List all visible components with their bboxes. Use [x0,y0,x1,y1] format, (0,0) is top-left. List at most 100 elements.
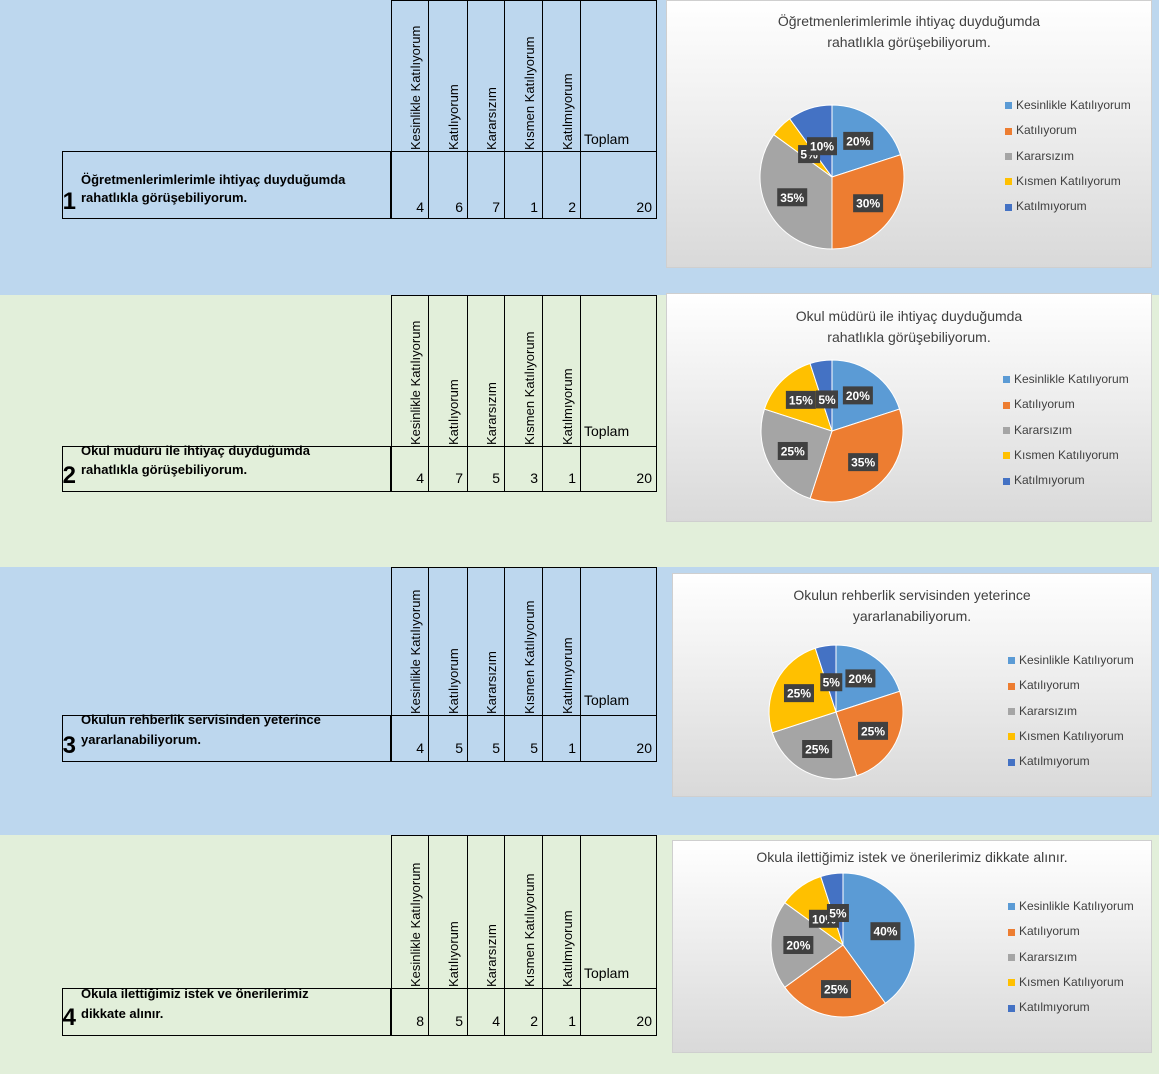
data-label-katilmiyorum: 10% [806,137,837,156]
column-header-kararsizim: Kararsızım [484,382,499,445]
legend-label: Katılmıyorum [1014,473,1085,488]
cell-katilmiyorum: 1 [568,740,576,756]
legend-label: Kararsızım [1014,422,1073,437]
legend-item-kismen: Kısmen Katılıyorum [1008,975,1134,1000]
legend-swatch [1008,928,1015,936]
data-label-katilmiyorum: 5% [826,903,849,922]
legend-label: Kararsızım [1016,148,1075,163]
question-text-line1: Okula ilettiğimiz istek ve önerilerimiz [81,986,309,1001]
column-header-toplam: Toplam [584,131,630,147]
legend-swatch [1008,1004,1015,1012]
legend-item-katilmiyorum: Katılmıyorum [1008,754,1134,779]
chart-legend: Kesinlikle Katılıyorum Katılıyorum Kararsı… [1008,653,1134,779]
cell-kismen: 2 [530,1013,538,1029]
column-header-katilmiyorum: Katılmıyorum [560,368,575,445]
cell-katiliyorum: 5 [455,1013,463,1029]
legend-swatch [1003,376,1010,384]
legend-swatch [1003,452,1010,460]
legend-label: Katılmıyorum [1019,1000,1090,1015]
legend-label: Katılıyorum [1019,924,1080,939]
legend-item-kismen: Kısmen Katılıyorum [1005,174,1131,199]
column-header-katiliyorum: Katılıyorum [446,379,461,445]
legend-item-kesinlikle: Kesinlikle Katılıyorum [1003,372,1129,397]
column-header-kismen: Kısmen Katılıyorum [522,873,537,987]
svg-text:35%: 35% [780,191,804,205]
data-label-kesinlikle: 40% [870,922,901,941]
svg-text:25%: 25% [781,444,805,458]
column-header-katiliyorum: Katılıyorum [446,84,461,150]
column-header-toplam: Toplam [584,692,630,708]
svg-text:25%: 25% [805,743,829,757]
question-number: 4 [62,1004,76,1031]
legend-swatch [1008,682,1015,690]
legend-swatch [1005,152,1012,160]
question-number: 2 [62,462,76,489]
legend-item-kismen: Kısmen Katılıyorum [1003,448,1129,473]
legend-item-kesinlikle: Kesinlikle Katılıyorum [1008,899,1134,924]
column-header-kararsizim: Kararsızım [484,87,499,150]
legend-label: Katılıyorum [1019,678,1080,693]
legend-label: Kararsızım [1019,703,1078,718]
legend-item-katilmiyorum: Katılmıyorum [1008,1000,1134,1025]
column-header-katilmiyorum: Katılmıyorum [560,910,575,987]
cell-kismen: 3 [530,470,538,486]
legend-swatch [1005,203,1012,211]
cell-toplam: 20 [636,1013,652,1029]
data-label-kararsizim: 25% [777,441,808,460]
data-label-katilmiyorum: 5% [820,673,843,692]
column-header-kismen: Kısmen Katılıyorum [522,331,537,445]
chart-title-line2: rahatlıkla görüşebiliyorum. [827,34,991,50]
svg-text:25%: 25% [824,983,848,997]
legend-item-katiliyorum: Katılıyorum [1003,397,1129,422]
data-label-kararsizim: 25% [802,740,833,759]
column-header-kararsizim: Kararsızım [484,924,499,987]
cell-katiliyorum: 7 [455,470,463,486]
cell-kesinlikle: 8 [416,1013,424,1029]
legend-item-katilmiyorum: Katılmıyorum [1003,473,1129,498]
legend-label: Kesinlikle Katılıyorum [1019,899,1134,913]
legend-swatch [1008,657,1015,665]
pie-chart-3: Okulun rehberlik servisinden yeterince y… [672,573,1152,797]
chart-legend: Kesinlikle Katılıyorum Katılıyorum Kararsı… [1003,372,1129,498]
data-label-kesinlikle: 20% [845,669,876,688]
legend-label: Katılıyorum [1016,123,1077,138]
pie-1: 20%30%35%5%10% [759,104,905,250]
column-header-katiliyorum: Katılıyorum [446,921,461,987]
data-label-kismen: 25% [783,684,814,703]
cell-katilmiyorum: 2 [568,199,576,215]
question-text-line2: dikkate alınır. [81,1006,164,1021]
legend-swatch [1008,707,1015,715]
pie-2: 20% 35% 25% 15% 5% [760,359,904,503]
cell-kismen: 5 [530,740,538,756]
legend-label: Katılmıyorum [1019,754,1090,769]
column-header-kismen: Kısmen Katılıyorum [522,600,537,714]
question-text-line2: rahatlıkla görüşebiliyorum. [81,462,248,477]
legend-label: Kısmen Katılıyorum [1016,173,1121,188]
question-text-line2: yararlanabiliyorum. [81,732,201,747]
question-number: 1 [62,188,76,215]
cell-kararsizim: 5 [492,740,500,756]
cell-kesinlikle: 4 [416,470,424,486]
data-label-katilmiyorum: 5% [816,390,839,409]
legend-swatch [1008,953,1015,961]
question-text-line1: Okulun rehberlik servisinden yeterince [81,712,321,727]
legend-swatch [1008,903,1015,911]
question-text-line2: rahatlıkla görüşebiliyorum. [81,190,248,205]
legend-swatch [1005,178,1012,186]
svg-text:30%: 30% [856,197,880,211]
pie-4: 40%25%20%10%5% [770,872,916,1018]
legend-item-kararsizim: Kararsızım [1008,950,1134,975]
column-header-katiliyorum: Katılıyorum [446,648,461,714]
chart-title-line1: Öğretmenlerimlerimle ihtiyaç duyduğumda [777,13,1041,29]
legend-item-kararsizim: Kararsızım [1005,149,1131,174]
svg-text:25%: 25% [861,724,885,738]
column-header-katilmiyorum: Katılmıyorum [560,637,575,714]
chart-legend: Kesinlikle Katılıyorum Katılıyorum Kararsı… [1005,98,1131,224]
chart-title-line1: Okula ilettiğimiz istek ve önerilerimiz … [756,849,1068,865]
pie-3: 20% 25% 25% 25% 5% [768,644,904,780]
legend-swatch [1003,426,1010,434]
data-label-kararsizim: 35% [777,188,808,207]
cell-kararsizim: 5 [492,470,500,486]
legend-item-katiliyorum: Katılıyorum [1008,678,1134,703]
data-label-kararsizim: 20% [783,936,814,954]
